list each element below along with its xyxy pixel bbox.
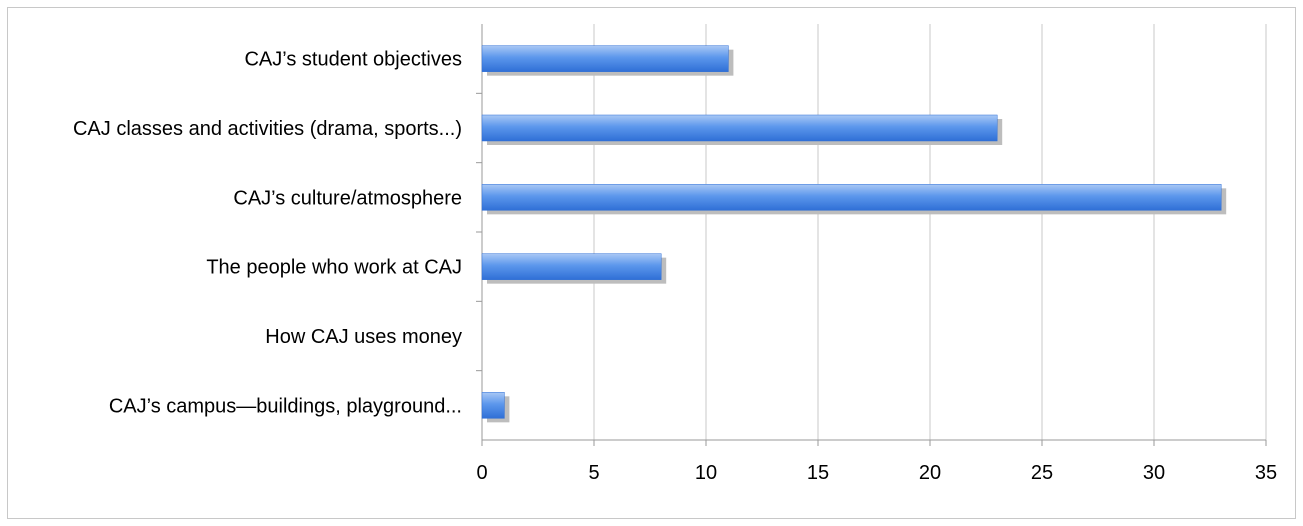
- category-label: CAJ’s culture/atmosphere: [233, 187, 462, 209]
- x-tick-label: 15: [807, 462, 829, 484]
- x-tick-label: 35: [1255, 462, 1277, 484]
- x-tick-label: 25: [1031, 462, 1053, 484]
- category-label: How CAJ uses money: [265, 326, 462, 348]
- category-label: The people who work at CAJ: [206, 257, 462, 279]
- bar: [481, 114, 998, 142]
- bar-layer: [481, 45, 1227, 423]
- grid-layer: [593, 24, 1267, 440]
- bar: [481, 45, 729, 72]
- bar: [481, 253, 662, 280]
- label-layer: 0 5 10 15 20 25 30 35 CAJ’s student objectives CA…: [73, 49, 1277, 484]
- category-label: CAJ’s student objectives: [244, 49, 462, 71]
- category-label: CAJ’s campus—buildings, playground...: [109, 395, 462, 417]
- x-tick-label: 20: [919, 462, 941, 484]
- bar: [481, 184, 1222, 211]
- category-label: CAJ classes and activities (drama, sport…: [73, 118, 462, 140]
- x-tick-label: 5: [588, 462, 599, 484]
- x-tick-label: 10: [695, 462, 717, 484]
- x-tick-label: 30: [1143, 462, 1165, 484]
- axis-layer: [476, 24, 1267, 446]
- bar: [481, 392, 505, 419]
- x-tick-label: 0: [476, 462, 487, 484]
